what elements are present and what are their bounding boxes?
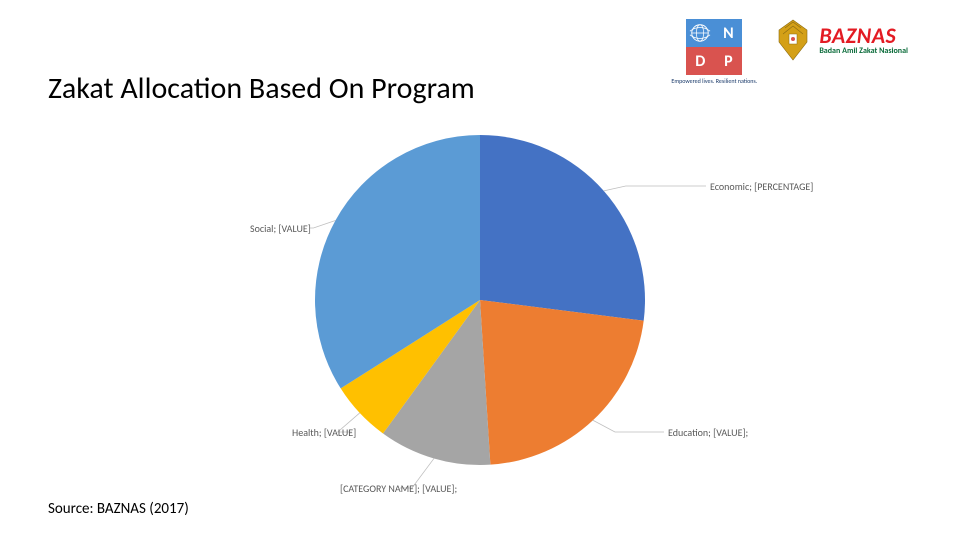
pie-chart: Economic; [PERCENTAGE] Education; [VALUE… bbox=[230, 130, 730, 510]
pie-slice-economic bbox=[480, 135, 645, 321]
garuda-icon bbox=[773, 18, 813, 62]
undp-n-cell: N bbox=[714, 19, 742, 47]
globe-icon bbox=[689, 22, 711, 44]
baznas-logo: BAZNAS Badan Amil Zakat Nasional bbox=[773, 18, 908, 62]
label-education: Education; [VALUE]; bbox=[668, 426, 748, 439]
leader-economic bbox=[604, 186, 706, 191]
undp-un-cell bbox=[686, 19, 714, 47]
label-health: Health; [VALUE] bbox=[292, 426, 356, 439]
baznas-subtitle: Badan Amil Zakat Nasional bbox=[819, 47, 908, 55]
label-social: Social; [VALUE] bbox=[250, 222, 311, 235]
pie-slice-education bbox=[480, 300, 644, 465]
leader-education bbox=[593, 420, 664, 432]
undp-logo: N D P Empowered lives. Resilient nations… bbox=[671, 18, 757, 85]
baznas-wordmark: BAZNAS bbox=[819, 25, 908, 47]
undp-caption: Empowered lives. Resilient nations. bbox=[671, 78, 757, 85]
leader-social bbox=[310, 221, 335, 228]
source-text: Source: BAZNAS (2017) bbox=[48, 500, 189, 518]
page-title: Zakat Allocation Based On Program bbox=[48, 70, 475, 107]
label-economic: Economic; [PERCENTAGE] bbox=[710, 180, 813, 193]
logo-strip: N D P Empowered lives. Resilient nations… bbox=[671, 18, 908, 85]
undp-p-cell: P bbox=[714, 47, 742, 75]
undp-d-cell: D bbox=[686, 47, 714, 75]
pie-svg bbox=[230, 130, 730, 510]
label-category: [CATEGORY NAME]; [VALUE]; bbox=[340, 482, 457, 495]
